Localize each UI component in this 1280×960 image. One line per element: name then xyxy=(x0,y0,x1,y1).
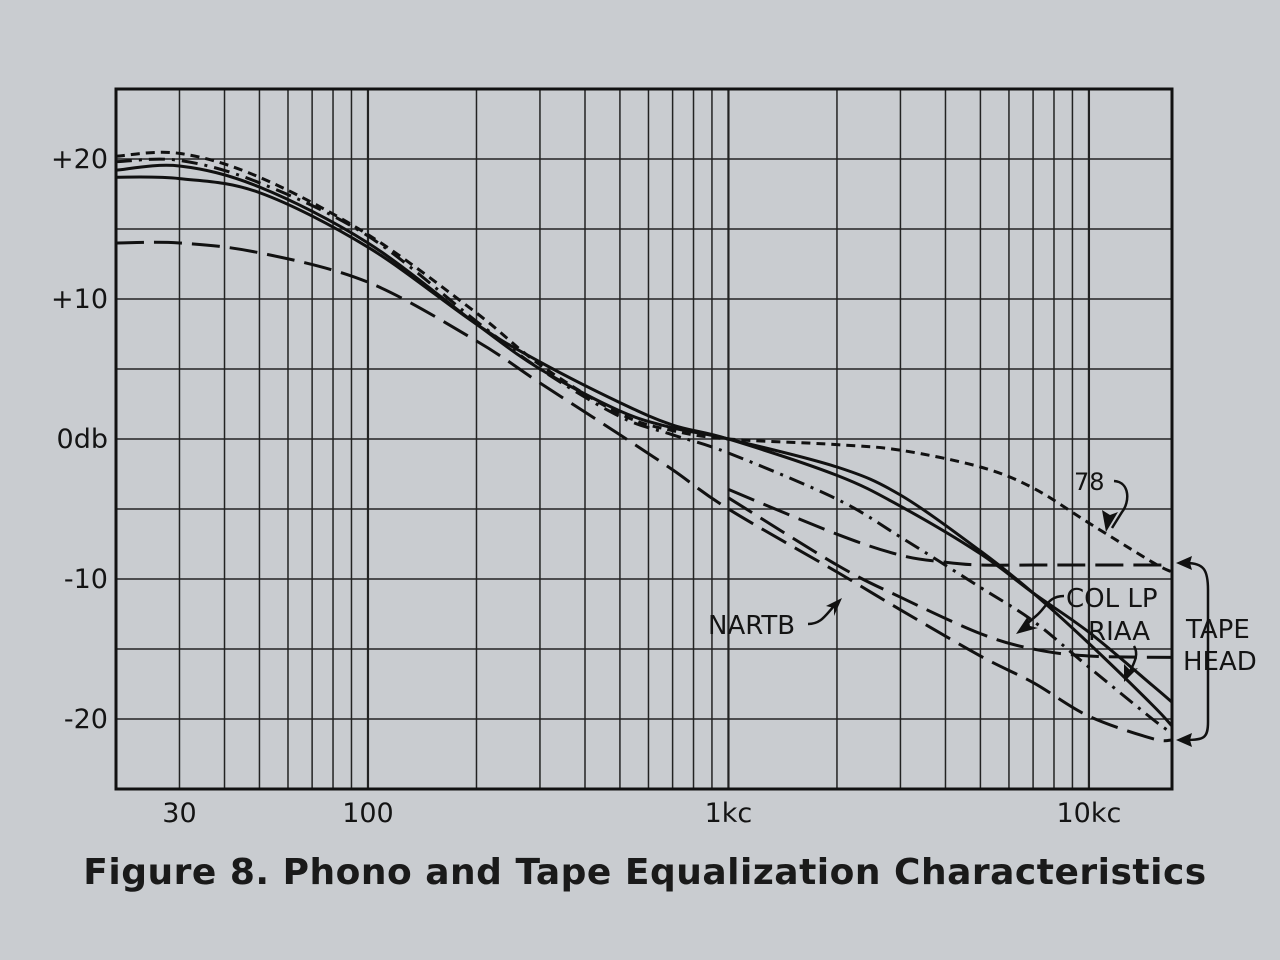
curve-riaa xyxy=(115,175,1173,704)
arrow-nartb xyxy=(826,598,842,616)
y-tick-labels: +20 +10 0db -10 -20 xyxy=(51,144,108,735)
leader-col-lp xyxy=(1021,594,1065,629)
curve-tape-head xyxy=(115,157,1173,735)
x-tick-label: 30 xyxy=(162,798,196,829)
x-tick-label: 1kc xyxy=(705,798,753,829)
x-tick-labels: 30 100 1kc 10kc xyxy=(162,798,1121,829)
arrow-riaa xyxy=(1124,664,1138,682)
bracket-arrow-bottom xyxy=(1176,733,1192,747)
tape-head-bracket xyxy=(1185,561,1210,742)
curves xyxy=(115,150,1174,743)
figure-caption: Figure 8. Phono and Tape Equalization Ch… xyxy=(83,852,1207,893)
label-tape: TAPE xyxy=(1185,615,1250,645)
label-head: HEAD xyxy=(1183,647,1257,677)
x-tick-label: 100 xyxy=(342,798,394,829)
curve-tape-6 xyxy=(727,496,1173,659)
y-tick-label: -20 xyxy=(64,704,108,735)
label-78: 78 xyxy=(1074,468,1105,496)
arrow-col-lp xyxy=(1016,616,1038,634)
x-tick-label: 10kc xyxy=(1057,798,1122,829)
y-tick-label: 0db xyxy=(57,424,108,455)
label-nartb: NARTB xyxy=(708,611,795,641)
plot-frame xyxy=(114,87,1174,791)
leader-78 xyxy=(1110,479,1129,529)
curve-tape-5 xyxy=(727,488,1172,567)
bracket-arrow-top xyxy=(1176,556,1192,570)
curve-78 xyxy=(115,150,1173,574)
y-tick-label: -10 xyxy=(64,564,108,595)
y-tick-label: +20 xyxy=(51,144,108,175)
annotations: 78 COL LP RIAA NARTB TAPE HEAD xyxy=(708,468,1257,747)
label-col-lp: COL LP xyxy=(1066,584,1158,614)
curve-col-lp xyxy=(115,163,1174,728)
curve-nartb xyxy=(115,240,1173,743)
label-riaa: RIAA xyxy=(1088,617,1150,647)
horizontal-gridlines xyxy=(116,158,1172,720)
arrow-78 xyxy=(1102,510,1118,532)
y-tick-label: +10 xyxy=(51,284,108,315)
